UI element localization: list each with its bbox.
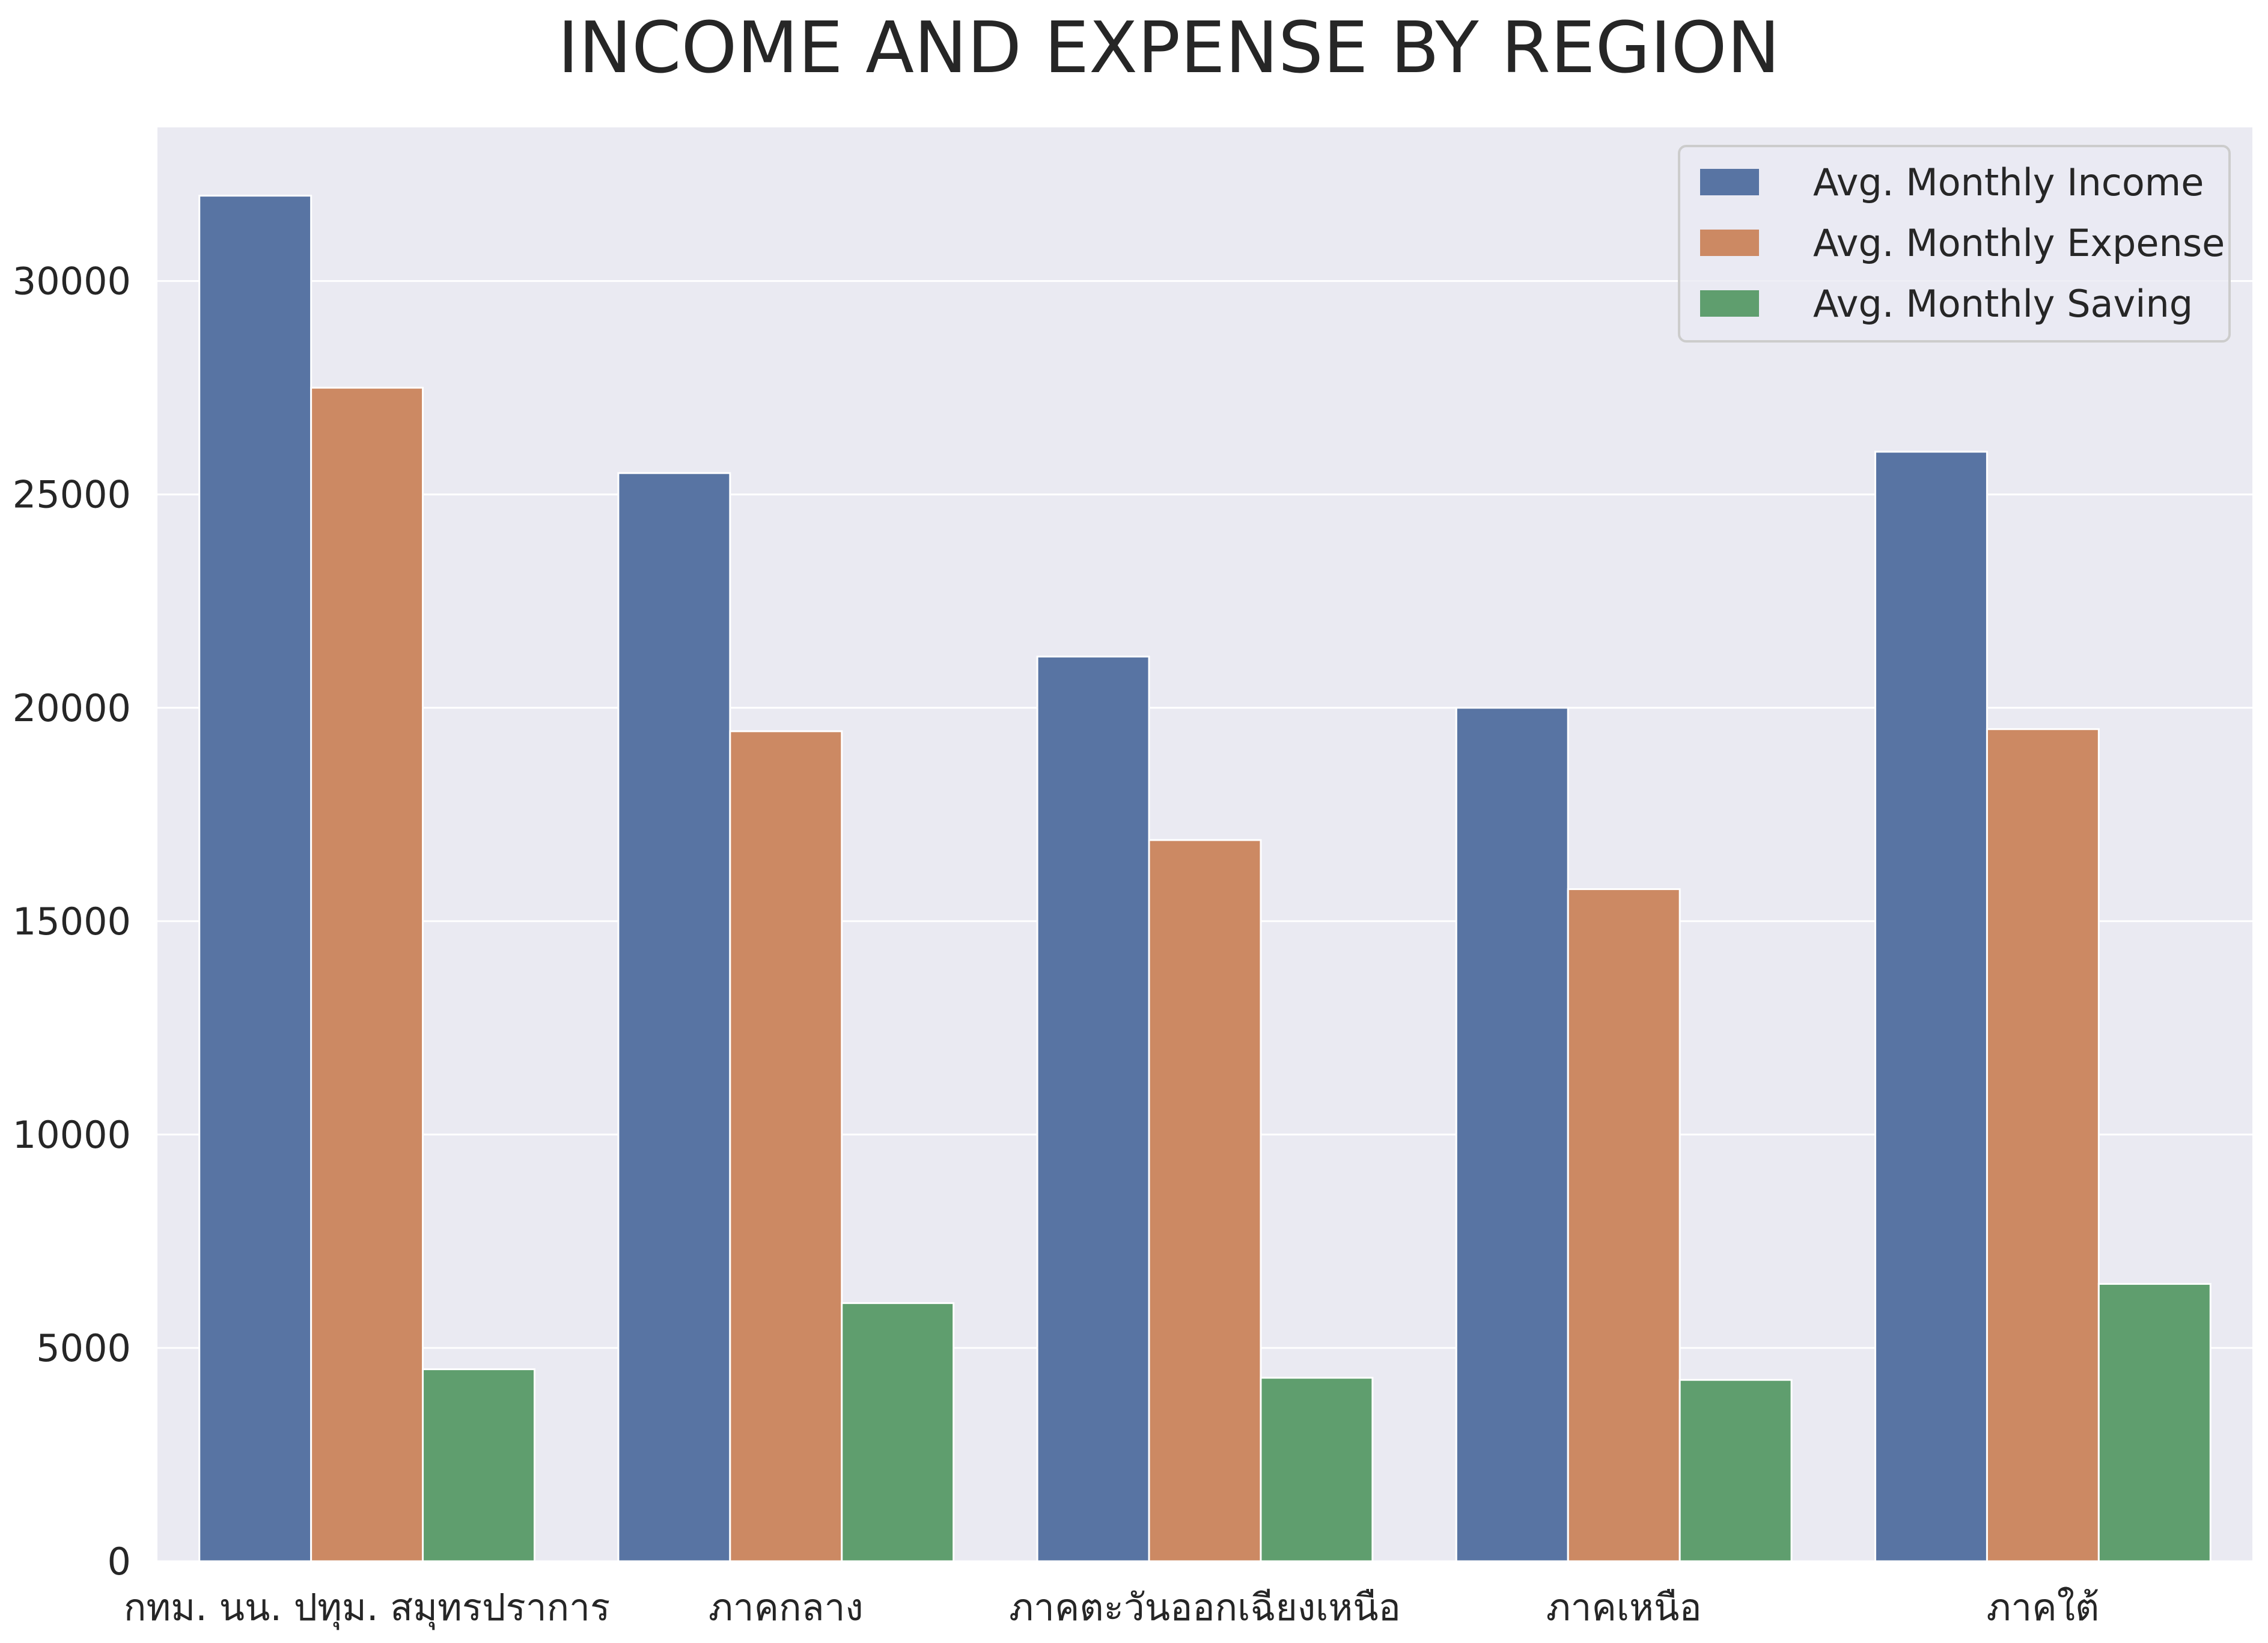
- y-tick-label: 0: [108, 1540, 131, 1584]
- bar: [310, 386, 424, 1562]
- legend-swatch: [1700, 230, 1759, 256]
- bar: [198, 195, 312, 1562]
- bar: [729, 730, 843, 1562]
- legend-box: [1678, 145, 2231, 343]
- bar: [1874, 451, 1988, 1562]
- bar: [422, 1368, 535, 1562]
- x-tick-label: ภาคตะวันออกเฉียงเหนือ: [1009, 1585, 1401, 1629]
- bar: [1260, 1377, 1374, 1562]
- legend: Avg. Monthly Income Avg. Monthly Expense A…: [1678, 145, 2231, 343]
- legend-label: Avg. Monthly Saving: [1813, 282, 2193, 326]
- x-tick-label: ภาคกลาง: [709, 1585, 864, 1629]
- legend-swatch: [1700, 290, 1759, 317]
- y-tick-label: 15000: [13, 900, 131, 943]
- chart-title: INCOME AND EXPENSE BY REGION: [558, 6, 1780, 89]
- bar: [2097, 1282, 2212, 1562]
- bar: [1678, 1379, 1793, 1562]
- y-tick-label: 5000: [36, 1326, 131, 1370]
- bar: [1455, 707, 1569, 1562]
- y-tick-label: 10000: [13, 1113, 131, 1157]
- y-tick-label: 25000: [13, 473, 131, 517]
- x-tick-label: กทม. นน. ปทุม. สมุทรปราการ: [124, 1585, 610, 1630]
- legend-label: Avg. Monthly Income: [1813, 160, 2204, 204]
- legend-label: Avg. Monthly Expense: [1813, 221, 2225, 265]
- y-tick-label: 30000: [13, 260, 131, 303]
- y-tick-labels: 0 5000 10000 15000 20000 25000 30000: [13, 260, 131, 1584]
- bar: [1567, 888, 1681, 1562]
- y-tick-label: 20000: [13, 686, 131, 730]
- x-tick-label: ภาคใต้: [1987, 1585, 2100, 1629]
- bar: [617, 472, 731, 1562]
- bars: [198, 195, 2212, 1562]
- x-tick-labels: กทม. นน. ปทุม. สมุทรปราการ ภาคกลาง ภาคตะวั…: [124, 1585, 2099, 1630]
- legend-swatch: [1700, 169, 1759, 195]
- bar: [1036, 656, 1150, 1562]
- x-tick-label: ภาคเหนือ: [1546, 1585, 1702, 1629]
- bar: [1148, 839, 1262, 1562]
- bar: [841, 1302, 955, 1562]
- bar: [1986, 728, 2100, 1562]
